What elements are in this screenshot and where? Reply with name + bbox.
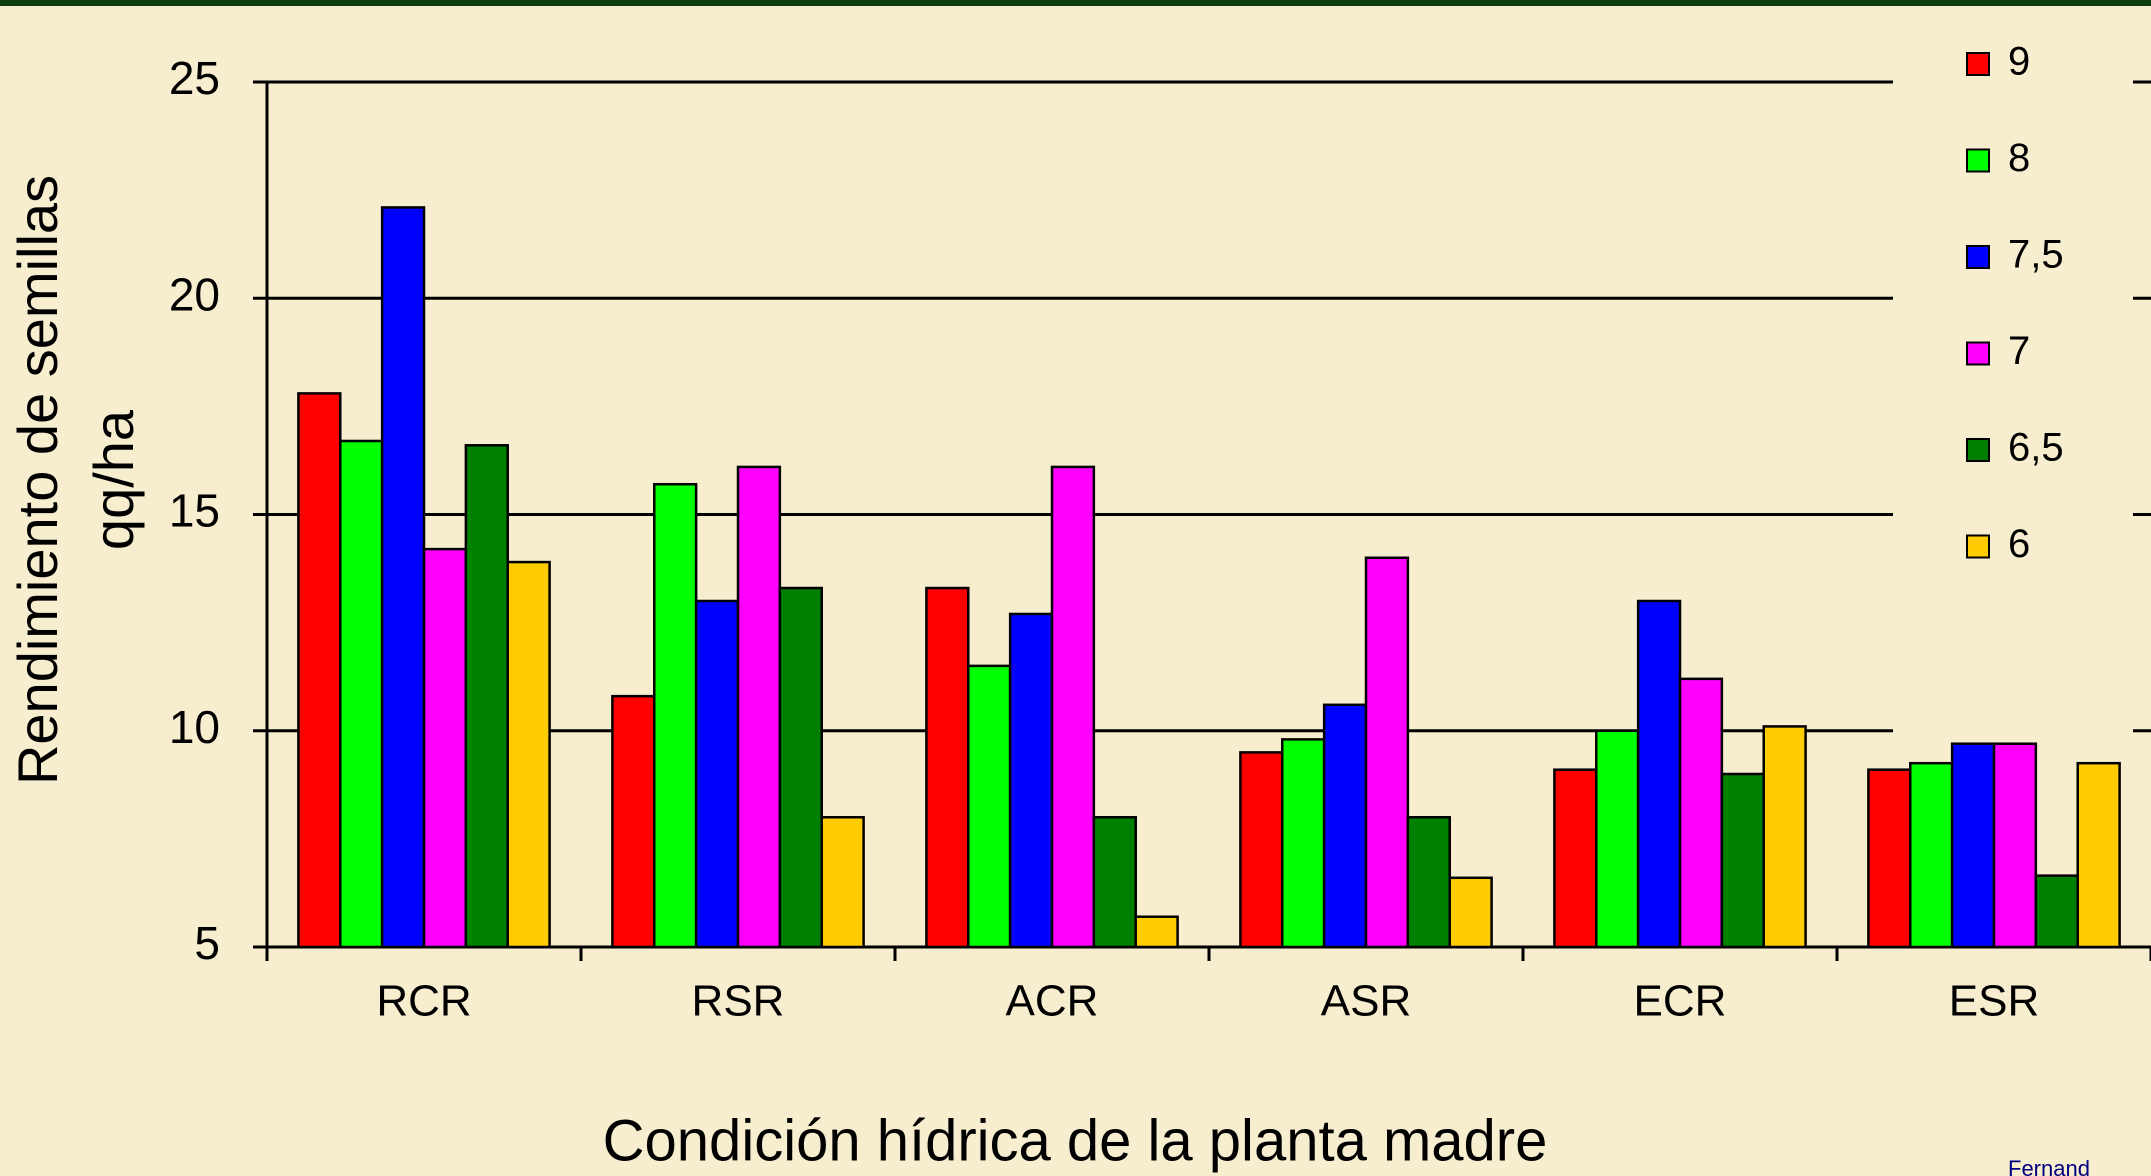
x-tick-label: RSR [692,977,785,1026]
bar [464,444,509,949]
legend-label: 9 [2008,40,2030,84]
bar [736,465,782,949]
legend-swatch [1966,341,1990,366]
legend-label: 6,5 [2008,426,2064,470]
source-note: Fernand [2008,1156,2090,1176]
bar [2034,874,2079,949]
bar [820,816,865,949]
legend-swatch [1966,52,1990,76]
legend-swatch [1966,148,1990,173]
bar [1992,742,2038,949]
y-tick-label: 25 [169,52,220,104]
bar [611,694,656,949]
bar [339,439,384,949]
x-axis-label: Condición hídrica de la planta madre [603,1108,1548,1173]
bar [1281,738,1326,949]
bar [380,206,426,949]
y-axis-label-group: Rendimiento de semillas [6,175,69,785]
bar [1134,915,1179,949]
bar [1553,768,1598,949]
bar [1322,703,1368,949]
bar [422,547,468,949]
y-axis-label: Rendimiento de semillas [6,175,69,785]
bar [1008,612,1054,949]
y-axis-label-group: qq/ha [82,409,145,550]
y-axis-label: qq/ha [82,409,145,550]
bar [1950,742,1996,949]
y-tick-label: 10 [169,701,220,753]
legend-swatch [1966,438,1990,462]
y-tick-label: 20 [169,268,220,320]
legend-label: 8 [2008,136,2030,180]
bar [1678,677,1724,949]
legend-label: 7,5 [2008,233,2064,277]
x-tick-label: ACR [1006,977,1099,1026]
top-band [0,0,2151,6]
x-tick-label: ESR [1949,977,2039,1026]
bar [1364,556,1410,949]
bar [1762,725,1807,949]
x-tick-label: ASR [1321,977,1411,1026]
x-tick-label: ECR [1634,977,1727,1026]
bar [297,392,342,949]
bar [1909,761,1954,949]
bar [1867,768,1912,949]
bar [967,664,1012,949]
bar [1636,599,1682,949]
bar [1720,772,1765,949]
x-tick-label: RCR [376,977,471,1026]
legend-swatch [1966,245,1990,269]
bar [1239,751,1284,949]
bar [1050,465,1096,949]
bar [1448,876,1493,949]
bar [1406,816,1451,949]
bar [925,586,970,949]
bar [694,599,740,949]
y-tick-label: 15 [169,485,220,537]
bar [653,482,698,949]
legend-label: 7 [2008,329,2030,373]
bar [2076,761,2121,949]
legend-swatch [1966,534,1990,559]
y-tick-label: 5 [194,917,220,969]
bar [1595,729,1640,949]
bar [506,560,551,949]
legend-label: 6 [2008,522,2030,566]
bar [1092,816,1137,949]
bar [778,586,823,949]
